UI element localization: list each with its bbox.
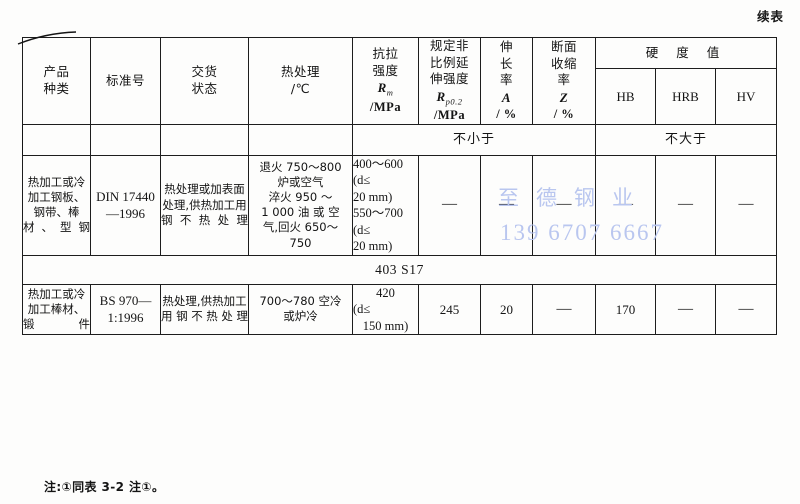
header-rm-line2: 强度 (372, 62, 399, 78)
cell-reduction-of-area: — (532, 283, 596, 336)
header-product-type: 产品 种类 (22, 37, 91, 125)
header-rp-line1: 规定非 (429, 38, 469, 53)
header-a-line2: 长 (499, 55, 513, 71)
specification-table: 产品 种类 标准号 交货 状态 热处理 /℃ 抗拉 强度 Rm /MPa 规定非… (21, 37, 778, 336)
cell-proof-strength: 245 (418, 283, 481, 336)
heat-treatment-line: 1 000 油 或 空 (261, 205, 340, 220)
rm-line: 550～700 (353, 206, 404, 221)
header-rm-line1: 抗拉 (372, 46, 399, 62)
cell-delivery-state: 热处理,供热加工用钢不热处理 (160, 283, 249, 336)
header-hrb: HRB (655, 68, 716, 125)
header-hardness-group: 硬 度 值 (594, 37, 778, 69)
cell-hb: — (595, 154, 656, 256)
steel-specification-table: 产品 种类 标准号 交货 状态 热处理 /℃ 抗拉 强度 Rm /MPa 规定非… (21, 37, 778, 471)
cell-hv: — (714, 283, 778, 336)
header-rm-symbol: R (377, 80, 387, 96)
header-product-type-line2: 种类 (43, 80, 70, 96)
header-elongation: 伸 长 率 A / % (480, 37, 533, 125)
header-rm-subscript: m (386, 87, 394, 98)
rm-line: 20 mm) (353, 239, 393, 254)
rm-line: (d≤ (353, 222, 371, 237)
cell-hrb: — (655, 283, 716, 336)
header-hb: HB (595, 68, 656, 125)
header-rm-unit: /MPa (369, 99, 402, 114)
heat-treatment-line: 750 (289, 235, 312, 250)
rm-line: 20 mm) (353, 189, 393, 204)
header-z-line1: 断面 (550, 39, 577, 55)
heat-treatment-line: 700～780 空冷 (259, 294, 342, 309)
limit-qualifier-row: 不小于 不大于 (22, 123, 778, 156)
header-proof-strength: 规定非 比例延 伸强度 Rp0.2 /MPa (418, 37, 481, 125)
header-rp-line2: 比例延 (429, 54, 469, 70)
cell-tensile-strength: 420 (d≤ 150 mm) (352, 283, 419, 336)
header-row-top: 产品 种类 标准号 交货 状态 热处理 /℃ 抗拉 强度 Rm /MPa 规定非… (22, 37, 778, 125)
cell-elongation: — (480, 154, 533, 256)
header-a-unit: / % (496, 106, 517, 121)
header-heat-treatment: 热处理 /℃ (248, 37, 353, 125)
header-delivery-state-line2: 状态 (191, 80, 218, 96)
cell-tensile-strength: 400～600 (d≤ 20 mm) 550～700 (d≤ 20 mm) (352, 154, 419, 256)
limit-not-greater-than: 不大于 (594, 123, 778, 156)
heat-treatment-line: 炉或空气 (277, 174, 324, 189)
cell-grade-designation: 403 S17 (21, 254, 778, 285)
header-a-line3: 率 (499, 72, 513, 88)
header-product-type-line1: 产品 (43, 64, 70, 80)
header-a-symbol: A (501, 89, 512, 105)
table-footnote: 注:①同表 3-2 注①。 (44, 480, 165, 494)
limit-spacer-delivery-state (160, 124, 249, 156)
limit-spacer-standard-no (90, 124, 161, 156)
heat-treatment-line: 退火 750～800 (259, 159, 342, 174)
heat-treatment-line: 气,回火 650～ (262, 220, 339, 235)
table-row: 热加工或冷加工棒材、锻件 BS 970— 1:1996 热处理,供热加工用钢不热… (22, 283, 778, 336)
header-rp-line3: 伸强度 (429, 71, 469, 86)
rm-line: 150 mm) (362, 318, 409, 333)
header-z-line2: 收缩 (550, 55, 577, 71)
header-delivery-state-line1: 交货 (191, 64, 218, 80)
cell-product-type: 热加工或冷加工棒材、锻件 (22, 283, 91, 336)
cell-reduction-of-area: — (532, 154, 596, 256)
heat-treatment-line: 淬火 950 ～ (268, 190, 333, 205)
cell-hb: 170 (595, 283, 656, 336)
header-a-line1: 伸 (499, 39, 513, 55)
grade-separator-row: 403 S17 (21, 254, 778, 285)
limit-spacer-heat-treatment (248, 124, 353, 156)
header-delivery-state: 交货 状态 (160, 37, 249, 125)
cell-heat-treatment: 退火 750～800 炉或空气 淬火 950 ～ 1 000 油 或 空 气,回… (248, 154, 353, 256)
table-row: 热加工或冷加工钢板、钢带、棒材、型钢 DIN 17440 —1996 热处理或加… (22, 154, 778, 256)
rm-line: (d≤ (353, 173, 371, 188)
limit-spacer-product-type (22, 124, 91, 156)
cell-elongation: 20 (480, 283, 533, 336)
header-z-line3: 率 (557, 72, 571, 88)
header-reduction-of-area: 断面 收缩 率 Z / % (532, 37, 596, 125)
header-rp-symbol: R (436, 88, 446, 104)
cell-standard-no-line2: 1:1996 (107, 310, 144, 326)
cell-standard-no-line2: —1996 (106, 206, 145, 222)
cell-standard-no: BS 970— 1:1996 (90, 283, 161, 336)
rm-line: 420 (376, 285, 395, 300)
rm-line: (d≤ (353, 302, 371, 317)
header-z-unit: / % (553, 106, 575, 121)
cell-heat-treatment: 700～780 空冷 或炉冷 (248, 283, 353, 336)
cell-standard-no-line1: DIN 17440 (96, 189, 155, 205)
cell-delivery-state: 热处理或加表面处理,供热加工用钢不热处理 (160, 154, 249, 256)
header-standard-no: 标准号 (90, 37, 161, 125)
cell-standard-no-line1: BS 970— (99, 293, 152, 309)
cell-hv: — (714, 154, 778, 256)
header-heat-treatment-unit: /℃ (290, 80, 311, 96)
cell-proof-strength: — (418, 154, 481, 256)
cell-standard-no: DIN 17440 —1996 (90, 154, 161, 256)
header-tensile-strength: 抗拉 强度 Rm /MPa (352, 37, 419, 125)
header-z-symbol: Z (559, 89, 569, 105)
header-hv: HV (714, 68, 778, 125)
continued-table-label: 续表 (756, 9, 784, 24)
header-rp-subscript: p0.2 (445, 96, 463, 106)
header-heat-treatment-line1: 热处理 (280, 64, 320, 80)
heat-treatment-line: 或炉冷 (283, 309, 318, 324)
header-rp-unit: /MPa (433, 108, 466, 123)
rm-line: 400～600 (353, 156, 404, 171)
cell-hrb: — (655, 154, 716, 256)
limit-not-less-than: 不小于 (352, 123, 596, 156)
cell-product-type: 热加工或冷加工钢板、钢带、棒材、型钢 (22, 154, 91, 256)
